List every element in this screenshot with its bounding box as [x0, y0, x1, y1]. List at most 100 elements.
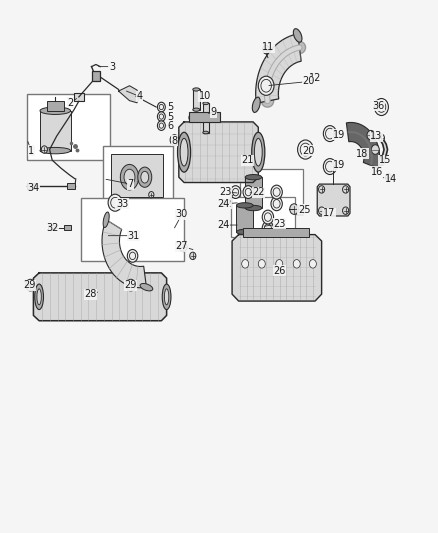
- Ellipse shape: [162, 284, 171, 310]
- Text: 20: 20: [302, 146, 314, 156]
- Text: 10: 10: [199, 91, 211, 101]
- Ellipse shape: [254, 139, 262, 166]
- Ellipse shape: [124, 169, 135, 185]
- Circle shape: [276, 260, 283, 268]
- Circle shape: [170, 135, 179, 146]
- Circle shape: [343, 185, 349, 193]
- Bar: [40, 111, 71, 151]
- Ellipse shape: [164, 289, 169, 305]
- Ellipse shape: [245, 205, 262, 211]
- Circle shape: [318, 207, 325, 214]
- Text: 13: 13: [370, 131, 382, 141]
- Ellipse shape: [40, 148, 71, 154]
- Polygon shape: [380, 139, 388, 160]
- Text: 27: 27: [176, 241, 188, 251]
- Circle shape: [25, 279, 35, 291]
- Circle shape: [190, 252, 196, 260]
- Text: 20: 20: [302, 77, 314, 86]
- Text: 19: 19: [333, 160, 345, 171]
- Bar: [103, 147, 173, 204]
- Ellipse shape: [203, 102, 208, 104]
- Text: 15: 15: [379, 155, 391, 165]
- Ellipse shape: [237, 203, 253, 208]
- Ellipse shape: [252, 97, 260, 112]
- Text: 9: 9: [210, 107, 216, 117]
- Circle shape: [179, 242, 187, 252]
- Circle shape: [243, 185, 254, 198]
- Text: 17: 17: [323, 208, 335, 219]
- Polygon shape: [346, 123, 380, 168]
- Ellipse shape: [293, 29, 302, 42]
- Text: 24: 24: [217, 199, 230, 209]
- Bar: [67, 183, 75, 189]
- Circle shape: [323, 159, 336, 174]
- Polygon shape: [119, 86, 140, 103]
- Circle shape: [271, 197, 283, 211]
- Circle shape: [378, 134, 385, 142]
- Bar: [46, 101, 64, 111]
- Ellipse shape: [140, 284, 153, 291]
- Bar: [27, 94, 110, 160]
- Text: 8: 8: [171, 135, 177, 146]
- Text: 5: 5: [167, 111, 173, 122]
- Ellipse shape: [193, 88, 200, 91]
- Ellipse shape: [141, 171, 149, 183]
- Text: 21: 21: [241, 155, 254, 165]
- Text: 12: 12: [309, 73, 321, 83]
- Circle shape: [157, 121, 165, 131]
- Ellipse shape: [138, 167, 152, 187]
- Text: 36: 36: [372, 101, 385, 111]
- Text: 4: 4: [137, 91, 143, 101]
- Text: 34: 34: [27, 183, 39, 193]
- Circle shape: [189, 114, 195, 122]
- Text: 6: 6: [167, 121, 173, 131]
- Circle shape: [230, 185, 241, 198]
- Polygon shape: [317, 184, 350, 216]
- Circle shape: [262, 221, 274, 235]
- Ellipse shape: [103, 212, 109, 228]
- Text: 19: 19: [333, 130, 345, 140]
- Bar: [245, 177, 262, 208]
- Circle shape: [293, 260, 300, 268]
- Text: 14: 14: [385, 174, 397, 184]
- Circle shape: [290, 204, 298, 214]
- Circle shape: [323, 126, 336, 142]
- Bar: [243, 228, 308, 237]
- Ellipse shape: [120, 165, 139, 190]
- Circle shape: [263, 45, 270, 54]
- Text: 7: 7: [128, 179, 134, 189]
- Text: 31: 31: [128, 231, 140, 241]
- Text: 26: 26: [273, 266, 286, 276]
- Text: 16: 16: [371, 167, 383, 177]
- Text: 30: 30: [176, 209, 188, 220]
- Circle shape: [343, 207, 349, 214]
- Circle shape: [108, 194, 122, 211]
- Circle shape: [149, 191, 154, 198]
- Circle shape: [378, 158, 385, 165]
- Ellipse shape: [193, 108, 200, 111]
- Text: 22: 22: [252, 187, 265, 197]
- Text: 24: 24: [217, 220, 230, 230]
- Text: 32: 32: [46, 223, 58, 233]
- Bar: [193, 90, 200, 110]
- Circle shape: [214, 114, 220, 122]
- Circle shape: [309, 260, 316, 268]
- Circle shape: [367, 131, 375, 140]
- Text: 18: 18: [356, 149, 368, 159]
- Bar: [111, 154, 163, 197]
- Bar: [237, 205, 253, 232]
- Ellipse shape: [177, 132, 191, 172]
- Bar: [203, 103, 208, 133]
- Ellipse shape: [40, 107, 71, 115]
- Bar: [189, 112, 220, 122]
- Circle shape: [297, 140, 313, 159]
- Ellipse shape: [180, 139, 188, 166]
- Bar: [231, 197, 294, 237]
- Text: 28: 28: [84, 289, 96, 299]
- Circle shape: [127, 249, 138, 262]
- Text: 1: 1: [28, 146, 34, 156]
- Bar: [64, 225, 71, 230]
- Polygon shape: [256, 34, 301, 103]
- Circle shape: [318, 185, 325, 193]
- Ellipse shape: [37, 289, 41, 305]
